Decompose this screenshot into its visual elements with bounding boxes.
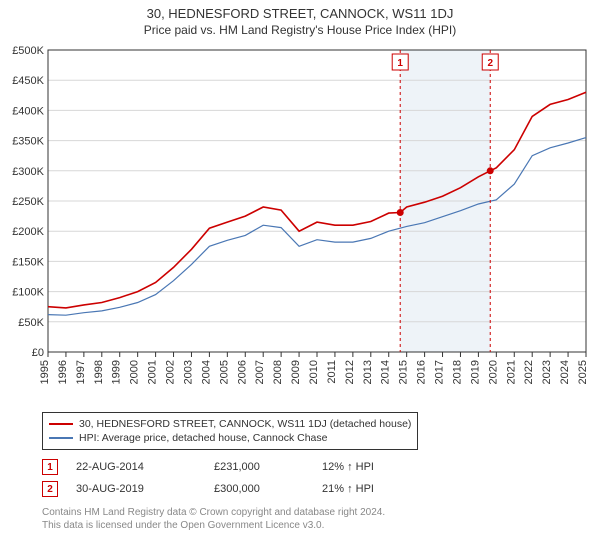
sales-table: 1 22-AUG-2014 £231,000 12% ↑ HPI 2 30-AUG-201… <box>42 456 422 500</box>
svg-text:2022: 2022 <box>523 360 535 384</box>
svg-text:£200K: £200K <box>12 226 44 238</box>
svg-text:2025: 2025 <box>577 360 589 384</box>
legend: 30, HEDNESFORD STREET, CANNOCK, WS11 1DJ… <box>42 412 418 450</box>
sale-marker-box: 1 <box>42 459 58 475</box>
svg-text:£400K: £400K <box>12 105 44 117</box>
svg-text:2008: 2008 <box>272 360 284 384</box>
svg-text:£50K: £50K <box>18 317 44 329</box>
footer-line-2: This data is licensed under the Open Gov… <box>42 519 385 532</box>
svg-text:2023: 2023 <box>541 360 553 384</box>
svg-text:1998: 1998 <box>93 360 105 384</box>
svg-text:1: 1 <box>397 58 403 69</box>
chart-subtitle: Price paid vs. HM Land Registry's House … <box>0 21 600 41</box>
legend-label: 30, HEDNESFORD STREET, CANNOCK, WS11 1DJ… <box>79 417 411 431</box>
svg-text:2001: 2001 <box>147 360 159 384</box>
svg-text:2017: 2017 <box>434 360 446 384</box>
svg-text:2006: 2006 <box>236 360 248 384</box>
legend-swatch <box>49 437 73 439</box>
sale-price: £300,000 <box>214 483 304 495</box>
legend-row: HPI: Average price, detached house, Cann… <box>49 431 411 445</box>
legend-row: 30, HEDNESFORD STREET, CANNOCK, WS11 1DJ… <box>49 417 411 431</box>
svg-text:2011: 2011 <box>326 360 338 384</box>
chart-title: 30, HEDNESFORD STREET, CANNOCK, WS11 1DJ <box>0 0 600 21</box>
sale-pct: 21% ↑ HPI <box>322 483 422 495</box>
svg-text:1999: 1999 <box>111 360 123 384</box>
sale-price: £231,000 <box>214 461 304 473</box>
svg-text:2010: 2010 <box>308 360 320 384</box>
attribution-footer: Contains HM Land Registry data © Crown c… <box>42 506 385 532</box>
svg-text:2014: 2014 <box>380 360 392 384</box>
svg-text:£350K: £350K <box>12 136 44 148</box>
legend-label: HPI: Average price, detached house, Cann… <box>79 431 327 445</box>
svg-text:£250K: £250K <box>12 196 44 208</box>
sale-pct: 12% ↑ HPI <box>322 461 422 473</box>
svg-text:1995: 1995 <box>39 360 51 384</box>
svg-text:2000: 2000 <box>129 360 141 384</box>
svg-text:1997: 1997 <box>75 360 87 384</box>
svg-text:£300K: £300K <box>12 166 44 178</box>
svg-text:2003: 2003 <box>182 360 194 384</box>
sale-marker-box: 2 <box>42 481 58 497</box>
legend-swatch <box>49 423 73 425</box>
svg-text:2021: 2021 <box>505 360 517 384</box>
svg-text:2016: 2016 <box>416 360 428 384</box>
svg-text:2005: 2005 <box>218 360 230 384</box>
svg-text:2019: 2019 <box>469 360 481 384</box>
line-chart-svg: £0 £50K £100K £150K £200K £250K £300K £350K £400… <box>8 44 592 404</box>
svg-text:2015: 2015 <box>398 360 410 384</box>
svg-text:2012: 2012 <box>344 360 356 384</box>
svg-text:1996: 1996 <box>57 360 69 384</box>
footer-line-1: Contains HM Land Registry data © Crown c… <box>42 506 385 519</box>
svg-text:£450K: £450K <box>12 75 44 87</box>
svg-text:2: 2 <box>487 58 493 69</box>
svg-text:2004: 2004 <box>200 360 212 384</box>
sale-row: 2 30-AUG-2019 £300,000 21% ↑ HPI <box>42 478 422 500</box>
sale-date: 30-AUG-2019 <box>76 483 196 495</box>
svg-text:2002: 2002 <box>165 360 177 384</box>
svg-text:2020: 2020 <box>487 360 499 384</box>
svg-text:£100K: £100K <box>12 287 44 299</box>
svg-text:£500K: £500K <box>12 45 44 57</box>
svg-text:2009: 2009 <box>290 360 302 384</box>
svg-text:2018: 2018 <box>451 360 463 384</box>
svg-text:2024: 2024 <box>559 360 571 384</box>
svg-text:2007: 2007 <box>254 360 266 384</box>
svg-text:£0: £0 <box>32 347 44 359</box>
sale-date: 22-AUG-2014 <box>76 461 196 473</box>
chart-area: £0 £50K £100K £150K £200K £250K £300K £350K £400… <box>8 44 592 404</box>
sale-row: 1 22-AUG-2014 £231,000 12% ↑ HPI <box>42 456 422 478</box>
chart-container: 30, HEDNESFORD STREET, CANNOCK, WS11 1DJ… <box>0 0 600 560</box>
svg-text:£150K: £150K <box>12 256 44 268</box>
svg-text:2013: 2013 <box>362 360 374 384</box>
